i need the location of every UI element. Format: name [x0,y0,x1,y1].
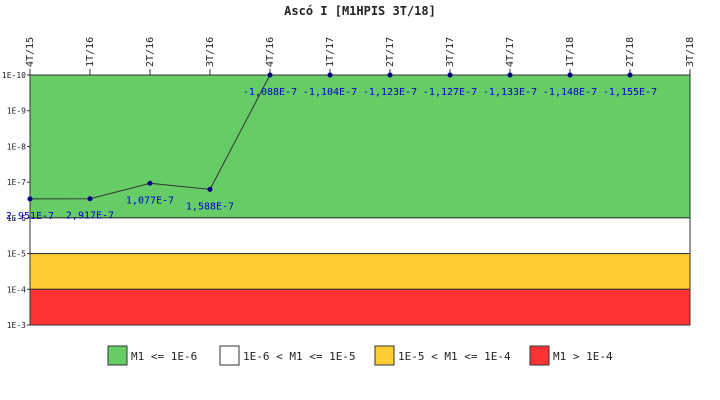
data-point [327,72,333,78]
legend-label: M1 > 1E-4 [553,350,613,363]
y-tick-label: 1E-8 [7,142,26,151]
x-tick-label: 1T/16 [85,37,96,67]
series [27,72,633,202]
data-label: -1,155E-7 [603,87,657,98]
risk-bands [29,74,691,326]
data-point [507,72,513,78]
x-tick-label: 3T/18 [685,37,696,67]
x-tick-label: 4T/15 [25,37,36,67]
x-axis: 4T/15 1T/16 2T/16 3T/16 4T/16 1T/17 2T/17 3T/17… [25,37,696,67]
legend-swatch [219,345,240,366]
data-label: -1,133E-7 [483,87,537,98]
x-tick-label: 2T/17 [385,37,396,67]
data-point [447,72,453,78]
x-tick-label: 4T/17 [505,37,516,67]
band-0 [29,74,691,219]
band-3 [29,288,691,326]
data-label: -1,148E-7 [543,87,597,98]
data-point [627,72,633,78]
y-tick-label: 1E-6 [7,214,26,223]
data-labels: 2,951E-7 2,917E-7 1,077E-7 1,588E-7 -1,088E-… [6,87,657,222]
legend: M1 <= 1E-6 1E-6 < M1 <= 1E-5 1E-5 < M1 <= … [107,345,613,366]
data-label: 1,077E-7 [126,195,174,206]
x-tick-label: 2T/16 [145,37,156,67]
data-point [267,72,273,78]
data-point [207,186,213,192]
x-tick-label: 1T/18 [565,37,576,67]
legend-swatch [107,345,128,366]
y-tick-label: 1E-3 [7,321,26,330]
y-tick-label: 1E-7 [7,178,26,187]
data-label: 2,917E-7 [66,211,114,222]
data-label: 2,951E-7 [6,211,54,222]
data-label: 1,588E-7 [186,201,234,212]
x-tick-label: 3T/16 [205,37,216,67]
data-point [567,72,573,78]
data-point [27,196,33,202]
band-2 [29,253,691,290]
x-tick-label: 2T/18 [625,37,636,67]
data-point [147,180,153,186]
legend-swatch [374,345,395,366]
data-label: -1,123E-7 [363,87,417,98]
y-tick-label: 1E-9 [7,107,26,116]
legend-label: 1E-5 < M1 <= 1E-4 [398,350,511,363]
chart-title: Ascó I [M1HPIS 3T/18] [284,4,436,18]
x-tick-label: 4T/16 [265,37,276,67]
x-tick-label: 1T/17 [325,37,336,67]
y-axis: 1E-10 1E-9 1E-8 1E-7 1E-6 1E-5 1E-4 1E-3 [2,71,30,330]
y-tick-label: 1E-10 [2,71,26,80]
legend-label: 1E-6 < M1 <= 1E-5 [243,350,356,363]
data-point [387,72,393,78]
data-label: -1,104E-7 [303,87,357,98]
data-label: -1,088E-7 [243,87,297,98]
y-tick-label: 1E-5 [7,250,26,259]
band-1 [29,217,691,255]
legend-label: M1 <= 1E-6 [131,350,197,363]
x-tick-label: 3T/17 [445,37,456,67]
legend-swatch [529,345,550,366]
data-label: -1,127E-7 [423,87,477,98]
data-point [87,196,93,202]
y-tick-label: 1E-4 [7,285,26,294]
